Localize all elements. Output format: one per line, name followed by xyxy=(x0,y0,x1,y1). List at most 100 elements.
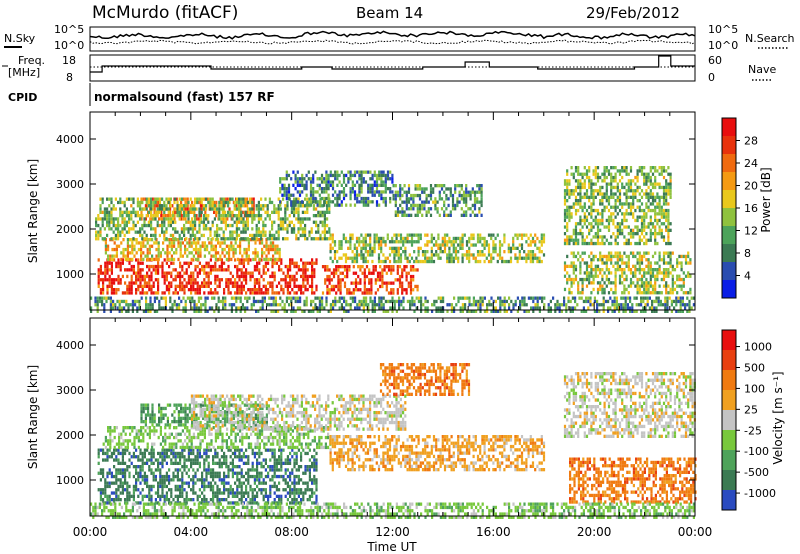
heatmap-cell xyxy=(596,232,600,236)
heatmap-cell xyxy=(344,256,348,260)
heatmap-cell xyxy=(403,200,406,204)
heatmap-cell xyxy=(612,205,615,209)
heatmap-cell xyxy=(359,281,362,285)
heatmap-cell xyxy=(312,196,315,201)
heatmap-cell xyxy=(117,258,120,262)
heatmap-cell xyxy=(304,227,307,231)
heatmap-cell xyxy=(267,268,270,272)
heatmap-cell xyxy=(629,182,633,186)
heatmap-cell xyxy=(189,207,192,211)
heatmap-cell xyxy=(461,233,464,237)
heatmap-cell xyxy=(214,254,217,258)
heatmap-cell xyxy=(289,268,292,272)
heatmap-cell xyxy=(478,210,481,214)
heatmap-cell xyxy=(219,241,222,245)
heatmap-cell xyxy=(145,197,148,201)
heatmap-cell xyxy=(164,214,167,218)
heatmap-cell xyxy=(300,288,303,292)
heatmap-cell xyxy=(130,227,133,231)
heatmap-cell xyxy=(105,296,108,300)
heatmap-cell xyxy=(251,217,254,221)
heatmap-cell xyxy=(501,256,504,260)
heatmap-cell xyxy=(371,200,374,204)
heatmap-cell xyxy=(541,299,544,304)
heatmap-cell xyxy=(640,169,644,173)
heatmap-cell xyxy=(343,274,347,279)
heatmap-cell xyxy=(603,271,606,275)
heatmap-cell xyxy=(124,291,127,295)
heatmap-cell xyxy=(353,203,357,207)
heatmap-cell xyxy=(131,299,134,304)
heatmap-cell xyxy=(437,243,440,247)
heatmap-cell xyxy=(284,204,287,208)
heatmap-cell xyxy=(427,207,430,211)
heatmap-cell xyxy=(311,271,314,275)
heatmap-cell xyxy=(108,217,111,221)
heatmap-cell xyxy=(382,236,385,241)
heatmap-cell xyxy=(360,183,363,187)
heatmap-cell xyxy=(97,230,100,234)
heatmap-cell xyxy=(402,250,405,254)
heatmap-cell xyxy=(150,227,153,231)
heatmap-cell xyxy=(621,169,624,173)
heatmap-cell xyxy=(280,288,283,292)
heatmap-cell xyxy=(315,258,318,262)
heatmap-cell xyxy=(401,213,404,217)
heatmap-cell xyxy=(362,236,365,241)
heatmap-cell xyxy=(323,200,326,204)
heatmap-cell xyxy=(640,254,644,259)
heatmap-cell xyxy=(656,195,659,199)
heatmap-cell xyxy=(269,247,272,252)
heatmap-cell xyxy=(463,233,466,237)
heatmap-cell xyxy=(136,299,139,304)
heatmap-cell xyxy=(592,172,595,176)
heatmap-cell xyxy=(369,253,372,257)
heatmap-cell xyxy=(126,254,129,258)
heatmap-cell xyxy=(328,237,331,241)
heatmap-cell xyxy=(305,183,308,187)
heatmap-cell xyxy=(236,271,239,275)
heatmap-cell xyxy=(673,281,677,285)
heatmap-cell xyxy=(614,208,617,213)
heatmap-cell xyxy=(568,291,571,295)
heatmap-cell xyxy=(665,268,668,272)
heatmap-cell xyxy=(380,296,383,300)
heatmap-cell xyxy=(368,271,371,275)
heatmap-cell xyxy=(228,247,231,252)
heatmap-cell xyxy=(451,203,455,208)
heatmap-cell xyxy=(255,299,258,304)
heatmap-cell xyxy=(209,291,212,295)
heatmap-cell xyxy=(191,227,194,231)
heatmap-cell xyxy=(640,284,644,288)
heatmap-cell xyxy=(240,271,243,275)
heatmap-cell xyxy=(270,309,273,313)
heatmap-cell xyxy=(476,240,480,244)
heatmap-cell xyxy=(298,193,302,197)
heatmap-cell xyxy=(192,241,195,245)
heatmap-cell xyxy=(358,306,361,310)
heatmap-cell xyxy=(400,299,403,304)
heatmap-cell xyxy=(614,277,617,282)
heatmap-cell xyxy=(579,291,582,295)
heatmap-cell xyxy=(229,271,232,275)
heatmap-cell xyxy=(658,205,661,209)
heatmap-cell xyxy=(196,271,199,275)
heatmap-cell xyxy=(143,278,146,282)
heatmap-cell xyxy=(435,309,438,313)
heatmap-cell xyxy=(141,261,144,265)
heatmap-cell xyxy=(299,217,302,221)
heatmap-cell xyxy=(169,299,172,304)
heatmap-cell xyxy=(234,251,237,255)
heatmap-cell xyxy=(570,284,573,288)
heatmap-cell xyxy=(362,200,365,204)
heatmap-cell xyxy=(399,197,402,201)
heatmap-cell xyxy=(209,207,212,211)
heatmap-cell xyxy=(234,264,237,269)
heatmap-cell xyxy=(577,192,580,196)
heatmap-cell xyxy=(328,230,331,234)
heatmap-cell xyxy=(518,243,521,247)
heatmap-cell xyxy=(185,204,188,208)
heatmap-cell xyxy=(353,170,357,174)
heatmap-cell xyxy=(272,299,275,304)
heatmap-cell xyxy=(119,200,122,205)
